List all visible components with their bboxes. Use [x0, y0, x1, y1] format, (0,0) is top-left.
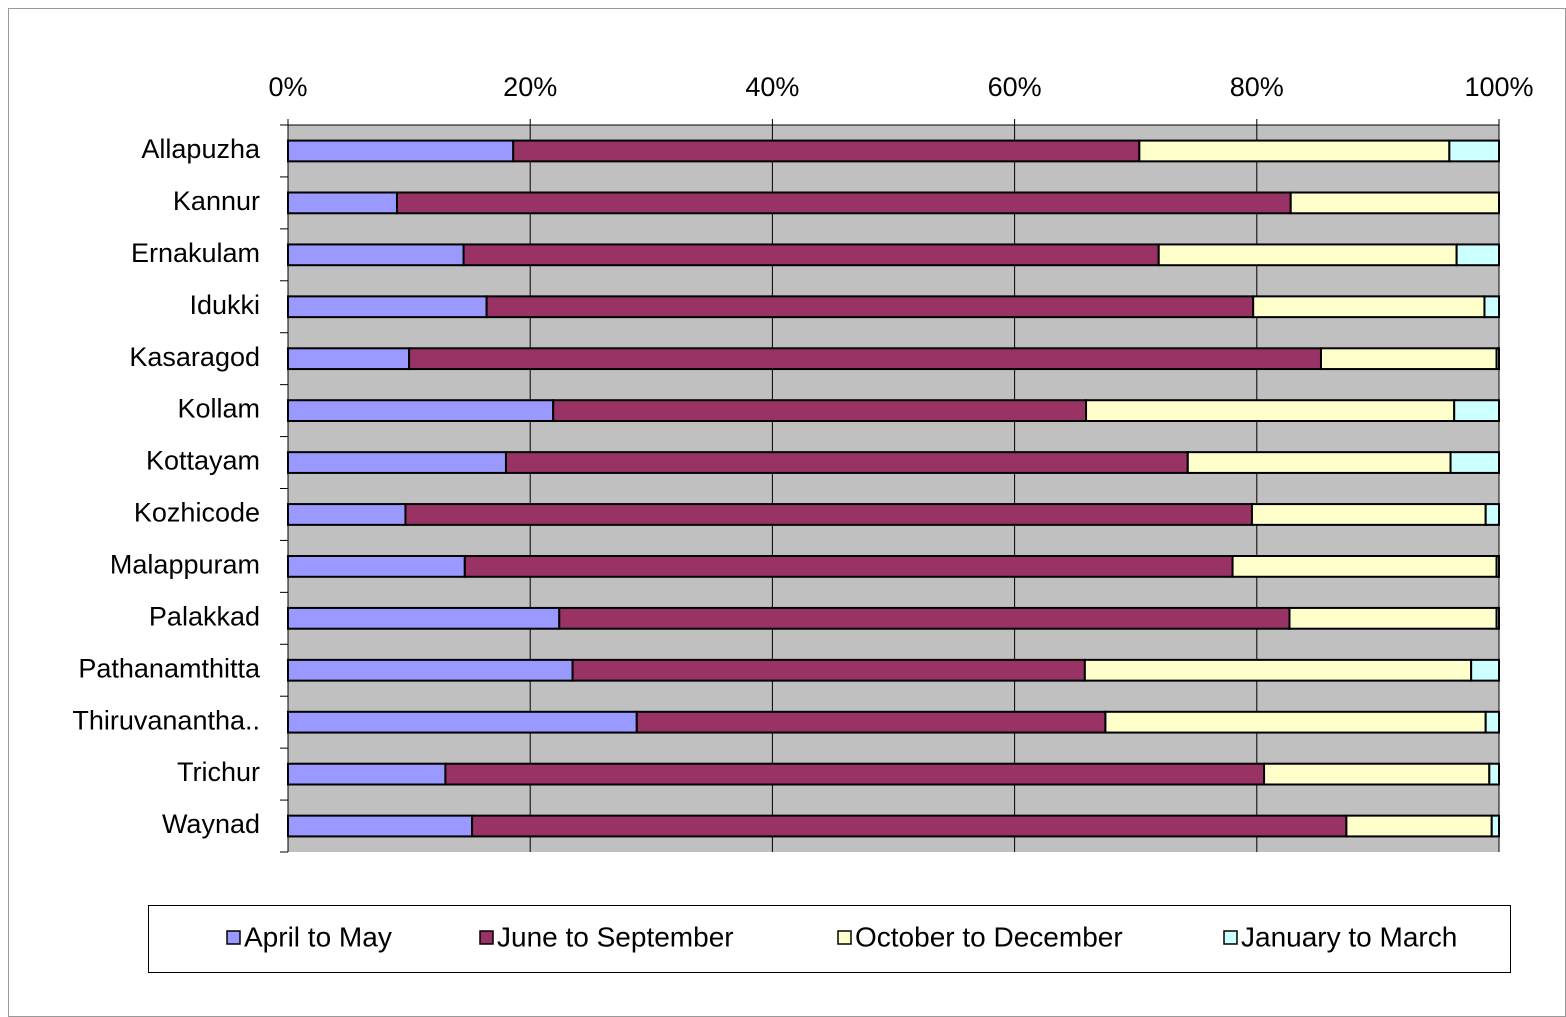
bar-segment: [287, 503, 407, 526]
y-tick-label: Malappuram: [110, 550, 260, 580]
bar-segment: [1252, 295, 1486, 319]
bar-segment: [471, 814, 1348, 838]
bar-segment: [1455, 243, 1500, 267]
bar-segment: [1453, 399, 1500, 422]
bar-segment: [1495, 555, 1501, 578]
bar-segment: [1484, 710, 1500, 734]
y-tick-label: Thiruvanantha..: [72, 705, 260, 735]
bar-segment: [1186, 451, 1452, 474]
bar-segment: [287, 451, 507, 474]
bar-segment: [1448, 139, 1500, 163]
bar-segment: [463, 555, 1234, 578]
y-tick-label: Palakkad: [149, 601, 260, 631]
bar-segment: [395, 191, 1292, 215]
legend-box: [148, 905, 1511, 973]
bar-segment: [1263, 762, 1491, 786]
bar-segment: [1104, 710, 1487, 734]
y-tick-label: Allapuzha: [141, 134, 261, 164]
y-tick-label: Kannur: [173, 186, 260, 216]
bar-segment: [504, 451, 1189, 474]
y-tick-label: Kasaragod: [129, 342, 260, 372]
y-tick-label: Kottayam: [146, 446, 260, 476]
bar-segment: [1319, 347, 1498, 371]
bar-segment: [287, 762, 447, 786]
bar-segment: [287, 347, 411, 371]
bar-segment: [287, 139, 515, 163]
bar-segment: [287, 555, 466, 578]
bar-segment: [571, 658, 1086, 682]
legend-swatch: [479, 930, 494, 945]
bar-segment: [287, 191, 398, 215]
legend-swatch: [837, 930, 852, 945]
bar-segment: [408, 347, 1322, 371]
plot-area: [288, 125, 1499, 852]
bar-segment: [287, 606, 561, 630]
x-tick-label: 100%: [1464, 72, 1533, 102]
legend-label: January to March: [1241, 921, 1457, 952]
bar-segment: [512, 139, 1141, 163]
bar-segment: [287, 658, 574, 682]
bar-segment: [1345, 814, 1493, 838]
bar-segment: [287, 710, 638, 734]
bar-segment: [287, 295, 488, 319]
bar-segment: [462, 243, 1160, 267]
y-tick-label: Trichur: [177, 757, 260, 787]
bar-segment: [287, 243, 465, 267]
bar-segment: [444, 762, 1266, 786]
y-tick-label: Pathanamthitta: [78, 653, 261, 683]
y-tick-label: Kozhicode: [134, 498, 260, 528]
bar-segment: [1138, 139, 1451, 163]
legend-label: April to May: [244, 921, 392, 952]
x-tick-label: 60%: [988, 72, 1042, 102]
bar-segment: [1085, 399, 1456, 422]
bar-segment: [1231, 555, 1498, 578]
x-tick-label: 40%: [745, 72, 799, 102]
y-tick-label: Waynad: [162, 809, 260, 839]
bar-segment: [1484, 503, 1500, 526]
bar-segment: [1495, 347, 1501, 371]
bar-segment: [635, 710, 1107, 734]
legend-label: June to September: [497, 921, 734, 952]
legend-swatch: [226, 930, 241, 945]
y-tick-label: Kollam: [177, 394, 260, 424]
x-tick-label: 20%: [503, 72, 557, 102]
bar-segment: [404, 503, 1253, 526]
x-tick-label: 80%: [1230, 72, 1284, 102]
bar-segment: [485, 295, 1255, 319]
bar-segment: [1250, 503, 1487, 526]
bar-segment: [1288, 606, 1498, 630]
bar-segment: [1470, 658, 1500, 682]
bar-segment: [1483, 295, 1501, 319]
bar-segment: [1490, 814, 1501, 838]
bar-segment: [1488, 762, 1501, 786]
bar-segment: [558, 606, 1291, 630]
bar-segment: [552, 399, 1088, 422]
x-tick-label: 0%: [268, 72, 307, 102]
bar-segment: [1449, 451, 1501, 474]
y-tick-label: Ernakulam: [131, 238, 260, 268]
bar-segment: [1083, 658, 1473, 682]
y-tick-label: Idukki: [189, 290, 260, 320]
bar-segment: [1495, 606, 1501, 630]
legend-label: October to December: [855, 921, 1123, 952]
bar-segment: [1289, 191, 1501, 215]
bar-segment: [1157, 243, 1458, 267]
bar-segment: [287, 814, 474, 838]
bar-segment: [287, 399, 555, 422]
legend-swatch: [1223, 930, 1238, 945]
